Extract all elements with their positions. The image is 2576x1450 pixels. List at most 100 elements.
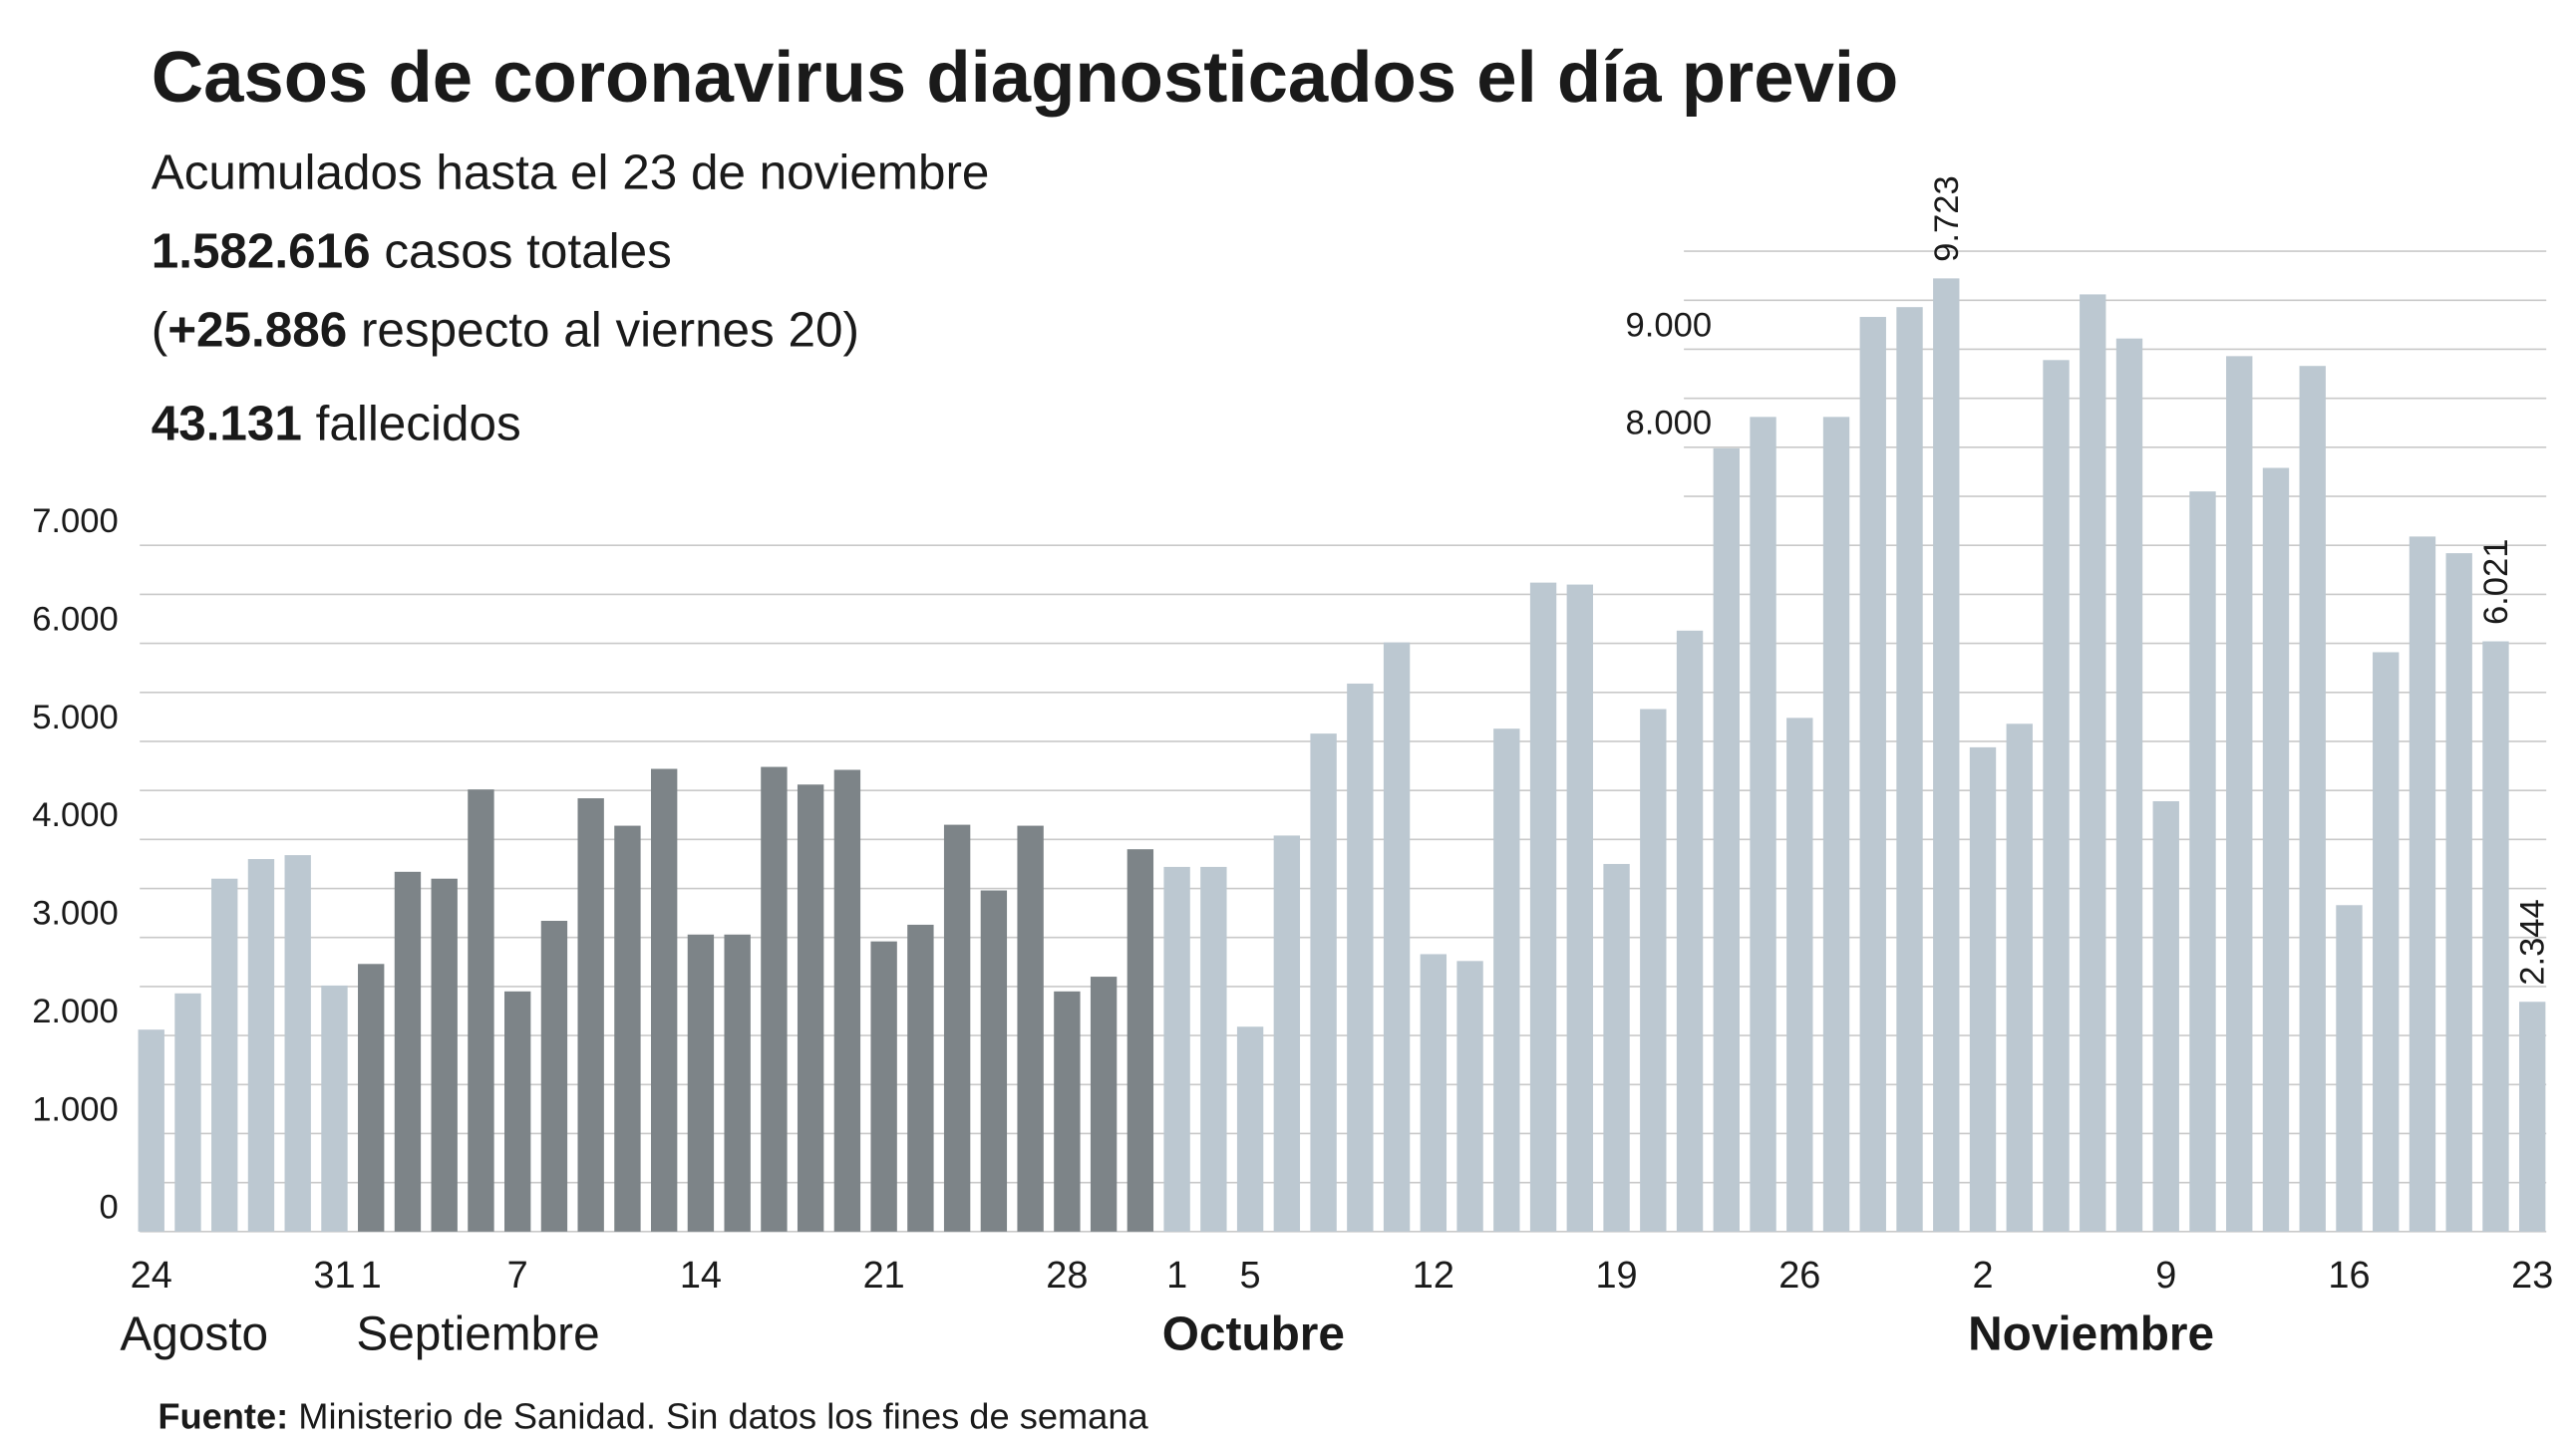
bar <box>174 993 201 1232</box>
chart-title: Casos de coronavirus diagnosticados el d… <box>152 37 1899 118</box>
bar <box>2299 366 2326 1232</box>
x-tick-label: 7 <box>507 1255 528 1297</box>
x-tick-label: 5 <box>1240 1255 1261 1297</box>
x-tick-label: 31 <box>313 1255 355 1297</box>
bar <box>540 921 568 1232</box>
info-line-part: ( <box>152 303 168 358</box>
bar <box>1200 866 1227 1232</box>
bar <box>833 769 861 1232</box>
bar <box>797 784 824 1232</box>
source-note-part: Ministerio de Sanidad. Sin datos los fin… <box>288 1396 1148 1437</box>
bar <box>614 825 641 1232</box>
bar <box>138 1029 164 1232</box>
bar <box>1529 582 1557 1232</box>
bar <box>211 878 238 1232</box>
bar <box>2409 536 2436 1232</box>
bar <box>1750 417 1776 1232</box>
bar <box>394 871 422 1232</box>
bar <box>504 991 531 1232</box>
source-note-part: Fuente: <box>158 1396 288 1437</box>
info-line-part: 1.582.616 <box>152 224 371 279</box>
bar <box>2373 652 2400 1232</box>
bar <box>1420 954 1448 1232</box>
bar <box>1017 825 1044 1232</box>
bar <box>1896 307 1923 1232</box>
y-tick-label: 0 <box>100 1189 119 1227</box>
x-tick-label: 1 <box>361 1255 382 1297</box>
x-tick-label: 12 <box>1413 1255 1454 1297</box>
x-tick-label: 14 <box>680 1255 722 1297</box>
bar <box>1347 683 1374 1232</box>
x-tick-label: 28 <box>1046 1255 1088 1297</box>
y-tick-label: 2.000 <box>32 993 119 1030</box>
x-tick-label: 2 <box>1972 1255 1993 1297</box>
y-tick-label: 6.000 <box>32 600 119 638</box>
value-label: 6.021 <box>2477 538 2515 625</box>
bar <box>2115 338 2143 1232</box>
info-line-part: 43.131 <box>152 397 302 451</box>
bar <box>724 934 751 1232</box>
month-label: Septiembre <box>356 1307 599 1360</box>
bar <box>687 934 715 1232</box>
info-line: (+25.886 respecto al viernes 20) <box>152 303 859 358</box>
value-label: 2.344 <box>2514 899 2552 986</box>
x-tick-label: 24 <box>131 1255 172 1297</box>
bar <box>1786 718 1813 1232</box>
y-tick-label: 7.000 <box>32 502 119 540</box>
bar <box>431 878 458 1232</box>
bar <box>870 941 897 1232</box>
y-tick-label: 1.000 <box>32 1090 119 1128</box>
bar <box>1163 866 1190 1232</box>
bar <box>1969 746 1997 1232</box>
bar <box>1236 1026 1264 1232</box>
bar <box>2482 641 2509 1232</box>
bar <box>2445 553 2472 1232</box>
x-tick-label: 26 <box>1778 1255 1820 1297</box>
bar <box>577 798 604 1232</box>
x-tick-label: 23 <box>2511 1255 2553 1297</box>
y-tick-label: 4.000 <box>32 796 119 834</box>
bar <box>1310 733 1337 1232</box>
bar <box>980 890 1008 1232</box>
bar <box>650 768 678 1232</box>
info-line-part: fallecidos <box>302 397 521 451</box>
bar <box>1456 961 1483 1232</box>
x-tick-label: 21 <box>863 1255 905 1297</box>
bar <box>2226 356 2253 1232</box>
bar <box>2006 724 2033 1232</box>
bar <box>321 985 348 1232</box>
bar <box>761 766 788 1232</box>
bar <box>1676 630 1704 1232</box>
x-tick-label: 16 <box>2328 1255 2370 1297</box>
value-label: 9.723 <box>1928 175 1966 262</box>
y-tick-label: 3.000 <box>32 895 119 933</box>
bar <box>1566 584 1593 1232</box>
bar <box>1640 709 1667 1232</box>
month-label: Octubre <box>1162 1307 1345 1360</box>
info-line-part: casos totales <box>371 224 672 279</box>
bar <box>2336 905 2363 1232</box>
bar <box>247 859 275 1232</box>
bar <box>1603 863 1630 1232</box>
bar <box>1383 642 1411 1232</box>
x-tick-label: 1 <box>1166 1255 1187 1297</box>
bar <box>1054 991 1081 1232</box>
bar <box>1090 977 1118 1232</box>
month-label: Noviembre <box>1968 1307 2214 1360</box>
bar <box>1713 447 1740 1232</box>
month-label: Agosto <box>120 1307 268 1360</box>
info-line-part: respecto al viernes 20) <box>347 303 859 358</box>
bar <box>284 855 311 1232</box>
bar <box>2262 467 2290 1232</box>
bar <box>907 924 934 1232</box>
bar <box>943 824 971 1232</box>
y-tick-label: 8.000 <box>1626 405 1713 442</box>
bar <box>2189 491 2216 1232</box>
bar <box>2152 800 2179 1232</box>
bar <box>1933 278 1960 1232</box>
y-tick-label: 5.000 <box>32 699 119 736</box>
x-tick-label: 19 <box>1595 1255 1637 1297</box>
bar <box>1127 849 1154 1232</box>
y-tick-label: 9.000 <box>1626 306 1713 344</box>
